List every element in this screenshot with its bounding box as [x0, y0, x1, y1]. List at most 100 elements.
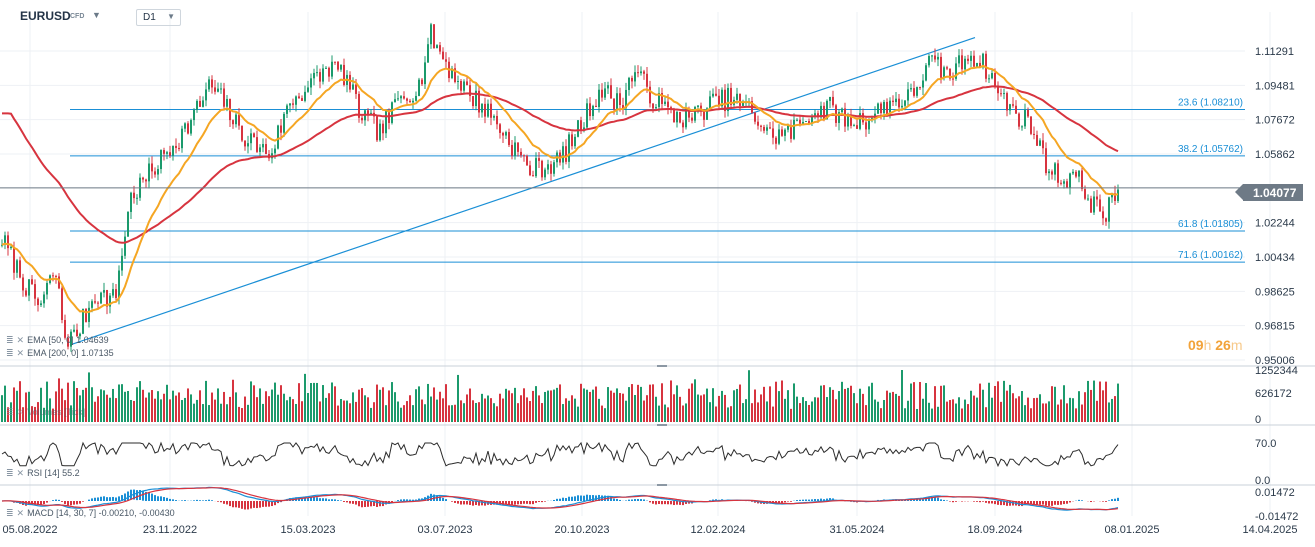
x-tick-label: 05.08.2022: [2, 524, 57, 536]
macd-histogram-bar: [997, 501, 999, 505]
trendline[interactable]: [69, 36, 976, 346]
close-icon[interactable]: ✕: [16, 335, 25, 345]
macd-histogram-bar: [166, 497, 168, 501]
candle-body: [724, 89, 726, 112]
volume-bar: [154, 398, 156, 422]
candle-body: [655, 107, 657, 109]
volume-bar: [364, 395, 366, 422]
candle-body: [397, 98, 399, 100]
candle-body: [841, 108, 843, 113]
ema50-legend[interactable]: ≣ ✕ EMA [50, 0] 1.04639: [6, 335, 109, 346]
symbol-name[interactable]: EURUSD: [20, 9, 71, 23]
volume-bar: [955, 403, 957, 422]
volume-bar: [79, 395, 81, 422]
candle-body: [1009, 104, 1011, 111]
candle-body: [250, 133, 252, 144]
candle-body: [976, 62, 978, 67]
volume-bar: [922, 398, 924, 422]
volume-bar: [316, 382, 318, 422]
candle-body: [490, 103, 492, 118]
candle-body: [37, 298, 39, 306]
macd-histogram-bar: [1042, 501, 1044, 505]
macd-histogram-bar: [277, 501, 279, 504]
x-tick-label: 08.01.2025: [1104, 524, 1159, 536]
volume-bar: [202, 404, 204, 422]
candle-body: [475, 90, 477, 107]
volume-bar: [352, 392, 354, 422]
volume-bar: [790, 408, 792, 422]
candle-body: [610, 85, 612, 99]
volume-bar: [1081, 404, 1083, 422]
symbol-dropdown-icon[interactable]: ▼: [92, 10, 101, 20]
ema200-legend[interactable]: ≣ ✕ EMA [200, 0] 1.07135: [6, 348, 114, 359]
volume-bar: [730, 406, 732, 422]
candle-body: [262, 144, 264, 148]
macd-histogram-bar: [55, 499, 57, 501]
volume-bar: [787, 390, 789, 422]
macd-histogram-bar: [568, 496, 570, 501]
indicator-settings-icon[interactable]: ≣: [6, 407, 14, 417]
volume-bar: [175, 395, 177, 422]
volume-bar: [988, 382, 990, 422]
macd-histogram-bar: [478, 501, 480, 506]
timeframe-select[interactable]: D1 ▼: [136, 9, 181, 26]
rsi-legend[interactable]: ≣ ✕ RSI [14] 55.2: [6, 468, 80, 479]
candle-body: [100, 292, 102, 304]
macd-histogram-bar: [502, 501, 504, 506]
current-price-tag: 1.04077: [1235, 184, 1303, 201]
volume-bar: [706, 388, 708, 422]
candle-body: [1060, 182, 1062, 184]
volume-bar: [253, 385, 255, 422]
close-icon[interactable]: ✕: [16, 407, 25, 417]
candle-body: [736, 93, 738, 100]
volume-bar: [949, 400, 951, 422]
candle-body: [130, 192, 132, 212]
macd-histogram-bar: [247, 501, 249, 510]
candle-body: [67, 337, 69, 347]
volume-bar: [1096, 400, 1098, 422]
candle-body: [808, 120, 810, 124]
candles[interactable]: [1, 22, 1119, 352]
candle-body: [913, 88, 915, 96]
macd-histogram-bar: [268, 501, 270, 507]
panel-separators[interactable]: [0, 365, 1315, 486]
macd-histogram-bar: [553, 499, 555, 501]
volume-bar: [82, 389, 84, 422]
macd-legend[interactable]: ≣ ✕ MACD [14, 30, 7] -0.00210, -0.00430: [6, 508, 175, 519]
macd-histogram-bar: [1039, 501, 1041, 505]
rsi-tick-label: 0.0: [1255, 475, 1270, 487]
candle-body: [691, 117, 693, 121]
macd-histogram-bar: [931, 497, 933, 501]
volume-bar: [220, 403, 222, 422]
candle-body: [1006, 93, 1008, 111]
macd-histogram-bar: [928, 497, 930, 501]
macd-histogram-bar: [454, 501, 456, 503]
close-icon[interactable]: ✕: [16, 508, 25, 518]
fib-label: 38.2 (1.05762): [1178, 144, 1243, 155]
macd-tick-label: -0.01472: [1255, 511, 1298, 523]
candle-body: [925, 65, 927, 81]
moving-averages[interactable]: [1, 64, 1119, 314]
candle-body: [304, 91, 306, 101]
volume-bar: [97, 396, 99, 422]
chevron-down-icon[interactable]: ▼: [167, 12, 175, 21]
candle-body: [1078, 170, 1080, 177]
indicator-settings-icon[interactable]: ≣: [6, 468, 14, 478]
candle-body: [274, 148, 276, 154]
candle-body: [781, 129, 783, 136]
close-icon[interactable]: ✕: [16, 468, 25, 478]
indicator-settings-icon[interactable]: ≣: [6, 508, 14, 518]
candle-body: [889, 100, 891, 114]
volume-bar: [121, 384, 123, 422]
indicator-settings-icon[interactable]: ≣: [6, 335, 14, 345]
candle-body: [466, 81, 468, 86]
volume-bar: [439, 391, 441, 422]
candle-body: [88, 307, 90, 322]
volume-bar: [946, 401, 948, 422]
volume-bar: [418, 386, 420, 422]
indicator-settings-icon[interactable]: ≣: [6, 348, 14, 358]
volume-legend[interactable]: ≣ ✕ Volumes [Tick]: [6, 407, 85, 418]
candle-body: [1084, 189, 1086, 199]
close-icon[interactable]: ✕: [16, 348, 25, 358]
